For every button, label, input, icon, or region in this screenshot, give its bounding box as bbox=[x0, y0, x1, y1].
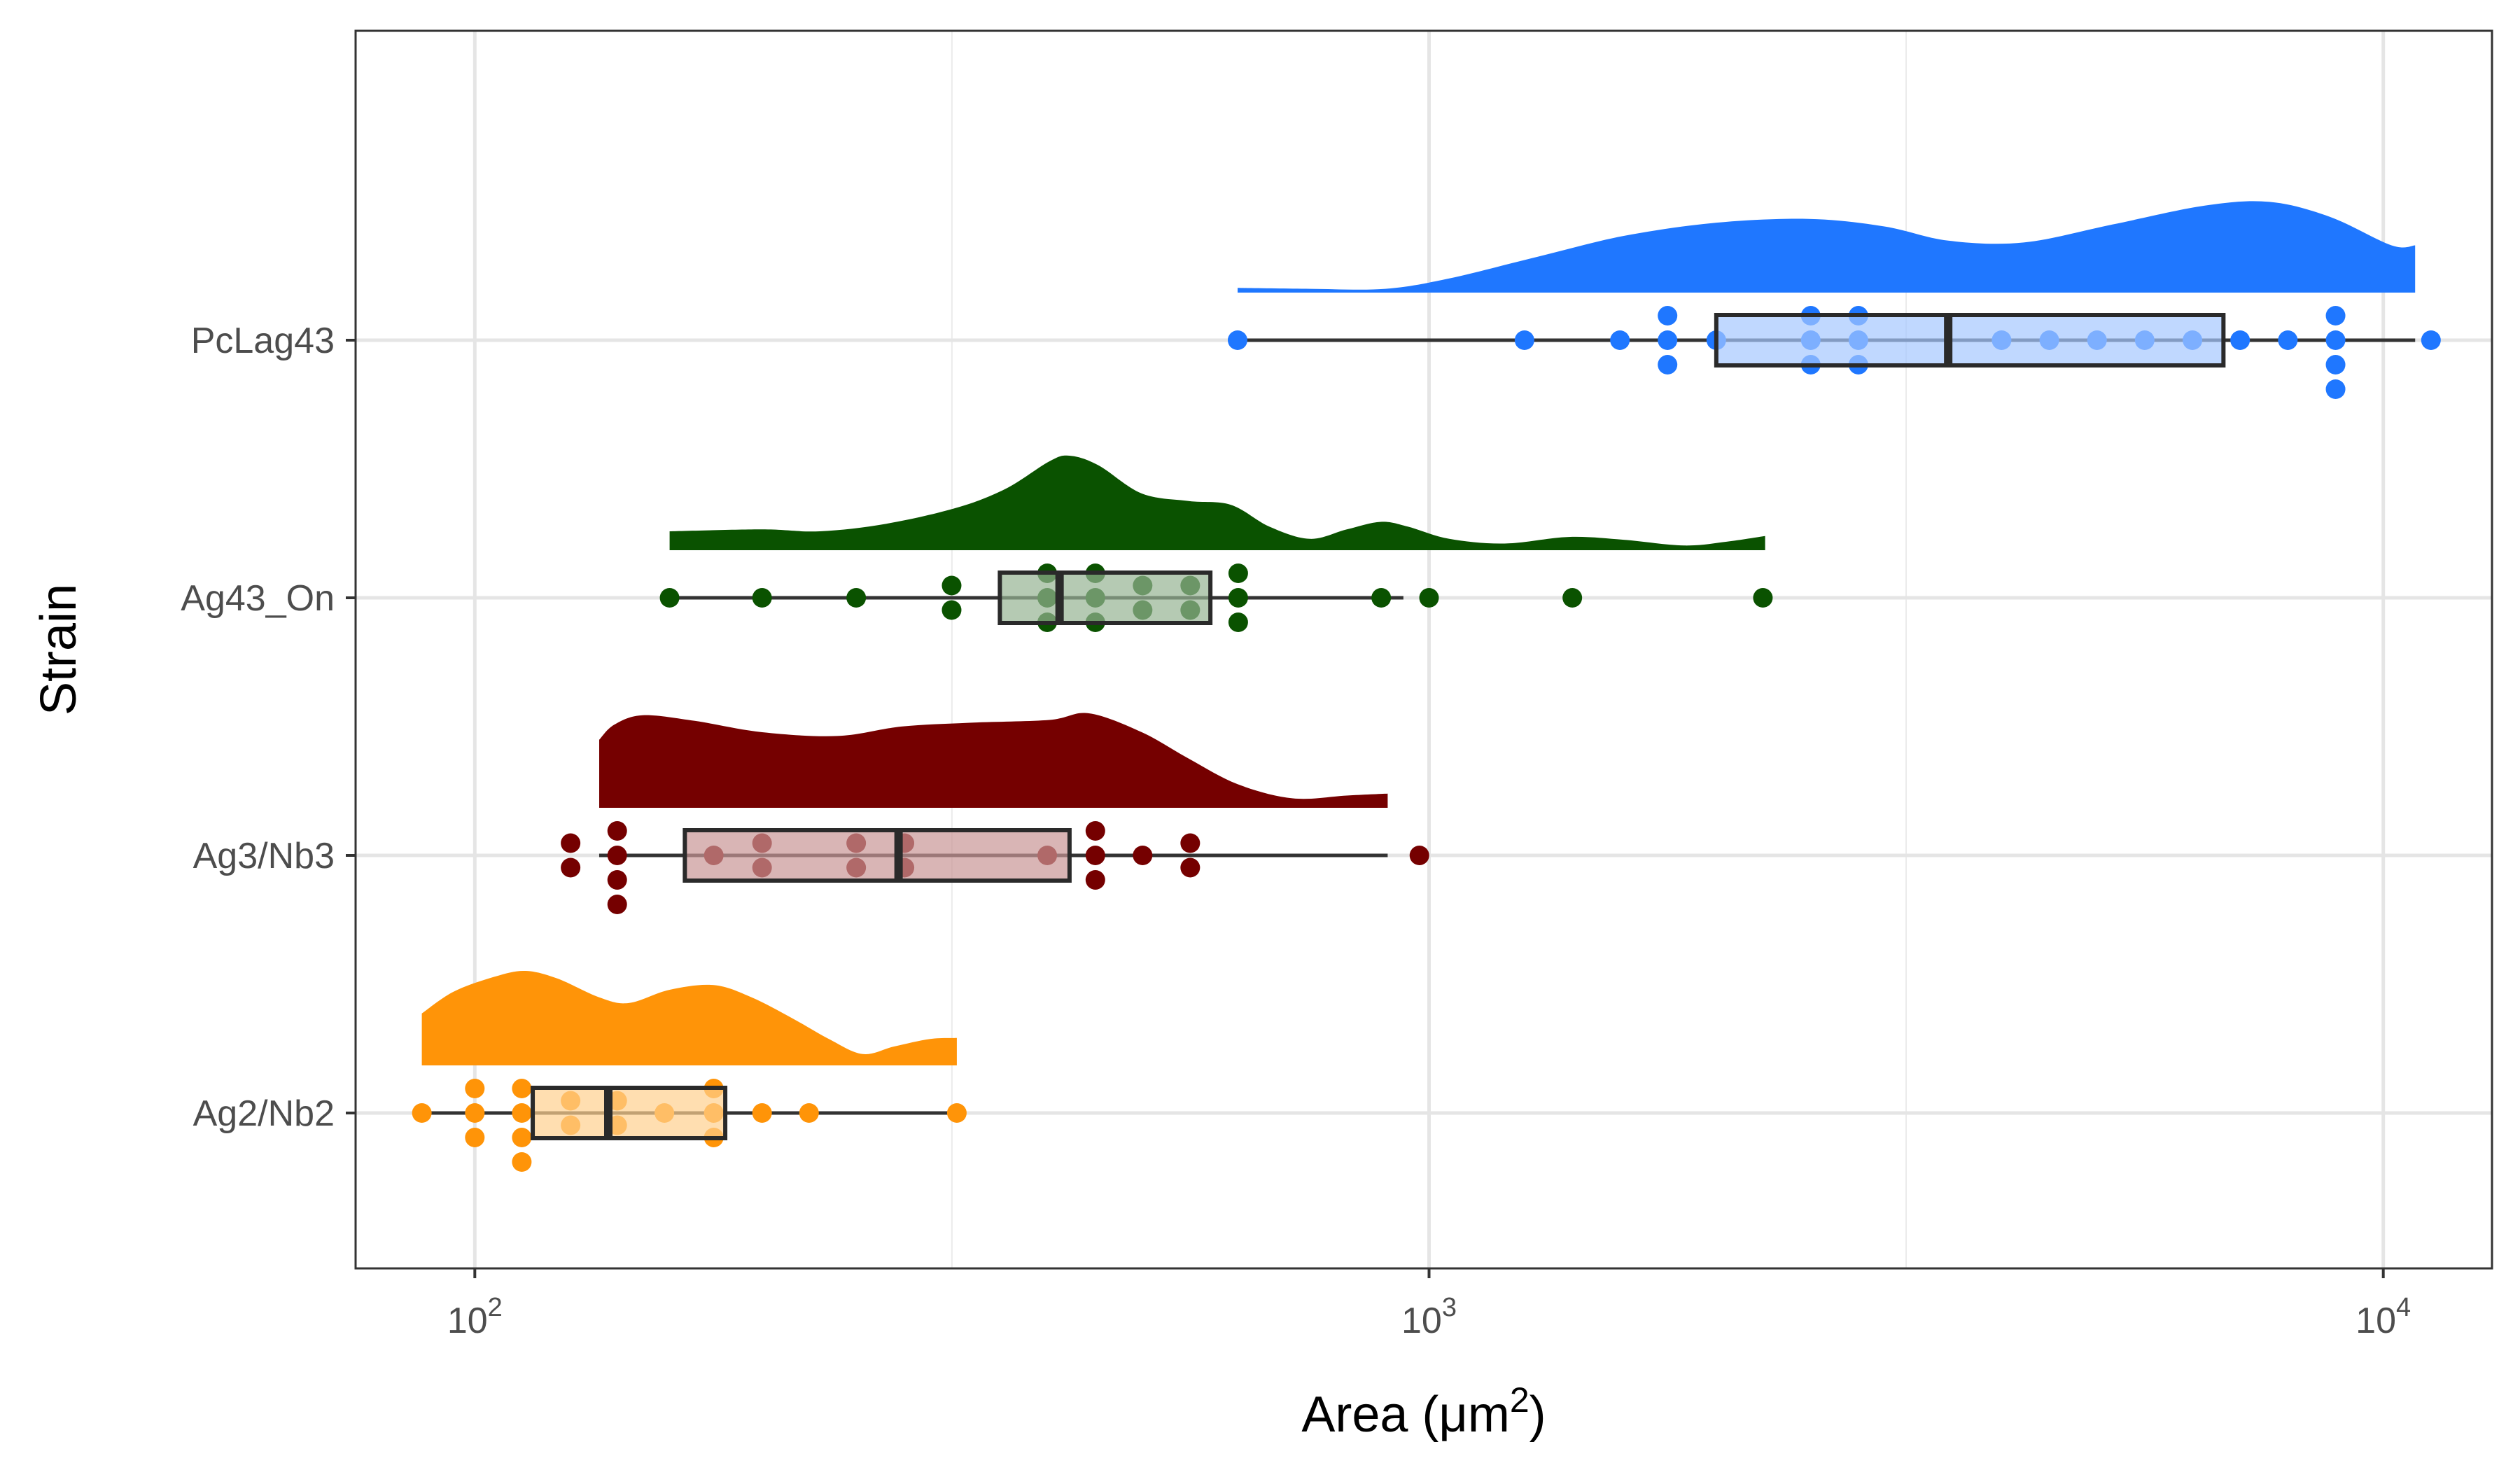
y-axis: Ag2/Nb2 Ag3/Nb3 Ag43_On PcLag43 bbox=[181, 321, 356, 1134]
data-point bbox=[941, 600, 962, 620]
data-point bbox=[1180, 833, 1200, 853]
data-point bbox=[1085, 870, 1105, 890]
box-plots bbox=[531, 313, 2226, 1140]
data-point bbox=[2325, 379, 2346, 399]
iqr-box bbox=[682, 828, 1072, 883]
data-point bbox=[561, 833, 581, 853]
data-point bbox=[1227, 330, 1247, 350]
data-point bbox=[2278, 330, 2298, 350]
x-axis-title-close: ) bbox=[1530, 1387, 1546, 1443]
data-point bbox=[1371, 588, 1392, 608]
plot-border bbox=[354, 29, 2493, 1270]
y-axis-title: Strain bbox=[31, 584, 87, 715]
data-point bbox=[1228, 612, 1248, 632]
data-point bbox=[512, 1128, 532, 1147]
data-point bbox=[1562, 588, 1583, 608]
data-point bbox=[2325, 306, 2346, 326]
data-point bbox=[1409, 846, 1429, 865]
data-point bbox=[752, 1103, 772, 1123]
iqr-box bbox=[531, 1086, 728, 1140]
x-tick-label: 103 bbox=[1401, 1293, 1457, 1341]
data-point bbox=[1085, 846, 1105, 865]
data-point bbox=[1753, 588, 1773, 608]
x-axis: 102 103 104 bbox=[447, 1268, 2411, 1341]
data-point bbox=[1085, 821, 1105, 841]
density-cloud bbox=[599, 713, 1388, 808]
data-point bbox=[1133, 846, 1153, 865]
data-point bbox=[465, 1103, 485, 1123]
data-point bbox=[2421, 330, 2441, 350]
data-point bbox=[1180, 858, 1200, 878]
y-tick-label: Ag3/Nb3 bbox=[193, 836, 335, 876]
data-point bbox=[1228, 564, 1248, 583]
x-tick-label: 102 bbox=[447, 1293, 503, 1341]
x-axis-title-text: Area (μm bbox=[1301, 1387, 1510, 1443]
data-point bbox=[607, 870, 627, 890]
data-point bbox=[512, 1152, 532, 1172]
x-tick-label: 104 bbox=[2356, 1293, 2411, 1341]
data-point bbox=[1658, 306, 1678, 326]
data-point bbox=[607, 895, 627, 914]
data-point bbox=[946, 1103, 967, 1123]
data-point bbox=[1514, 330, 1534, 350]
density-cloud bbox=[421, 970, 957, 1065]
density-cloud bbox=[669, 455, 1765, 550]
data-point bbox=[607, 821, 627, 841]
density-clouds bbox=[421, 201, 2416, 1065]
data-point bbox=[607, 846, 627, 865]
data-point bbox=[2230, 330, 2250, 350]
data-point bbox=[1658, 330, 1678, 350]
data-point bbox=[465, 1079, 485, 1098]
data-point bbox=[799, 1103, 819, 1123]
data-point bbox=[2325, 355, 2346, 374]
data-point bbox=[752, 588, 772, 608]
iqr-box bbox=[1714, 313, 2226, 368]
data-point bbox=[1228, 588, 1248, 608]
y-tick-label: Ag2/Nb2 bbox=[193, 1093, 335, 1134]
data-point bbox=[1610, 330, 1630, 350]
data-point bbox=[846, 588, 867, 608]
y-tick-label: PcLag43 bbox=[191, 321, 335, 361]
iqr-box bbox=[997, 570, 1213, 625]
x-axis-title: Area (μm2) bbox=[1301, 1380, 1546, 1443]
data-point bbox=[465, 1128, 485, 1147]
data-point bbox=[941, 575, 962, 596]
data-point bbox=[412, 1103, 432, 1123]
data-point bbox=[1658, 355, 1678, 374]
data-point bbox=[1419, 588, 1439, 608]
data-point bbox=[2325, 330, 2346, 350]
data-point bbox=[512, 1079, 532, 1098]
density-cloud bbox=[1238, 201, 2416, 293]
x-axis-title-superscript: 2 bbox=[1510, 1380, 1530, 1420]
data-point bbox=[659, 588, 680, 608]
data-point bbox=[561, 858, 581, 878]
data-point bbox=[512, 1103, 532, 1123]
y-tick-label: Ag43_On bbox=[181, 578, 335, 619]
